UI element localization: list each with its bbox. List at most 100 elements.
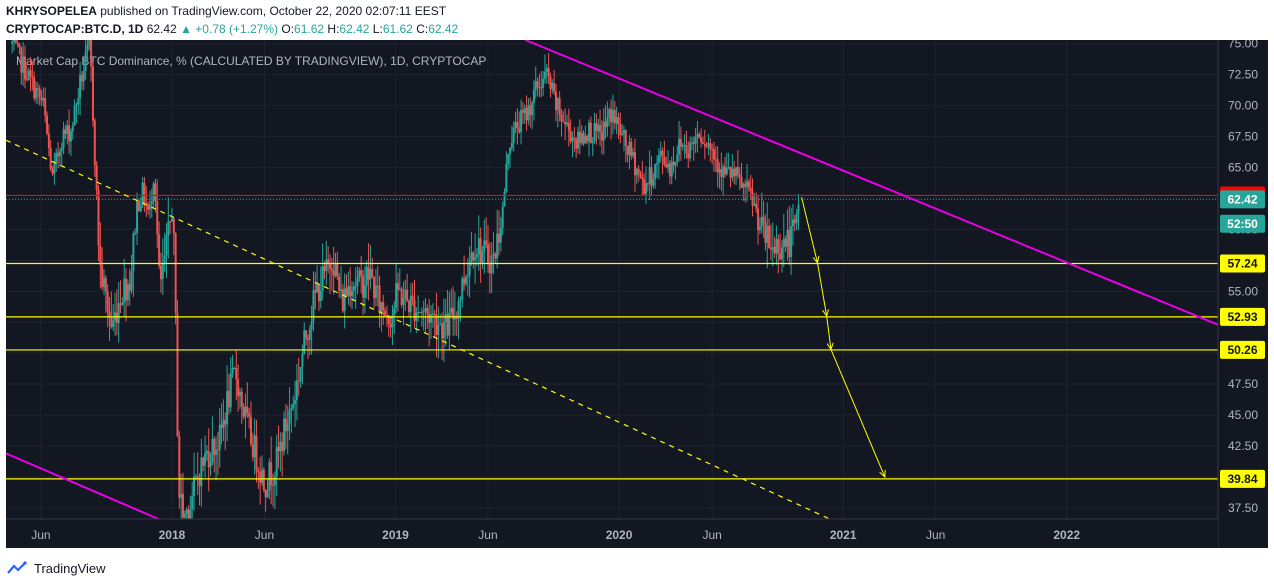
candle bbox=[492, 232, 495, 274]
candle bbox=[744, 179, 747, 203]
candle bbox=[545, 63, 548, 84]
candle bbox=[670, 156, 673, 185]
projection-arrows[interactable] bbox=[801, 197, 886, 478]
candle bbox=[134, 228, 137, 236]
tradingview-logo-icon[interactable] bbox=[6, 561, 28, 575]
candle bbox=[483, 219, 486, 274]
candle bbox=[551, 79, 554, 94]
candle bbox=[227, 373, 230, 415]
candle bbox=[49, 140, 52, 171]
price-chart[interactable]: Market Cap BTC Dominance, % (CALCULATED … bbox=[6, 40, 1268, 548]
svg-text:39.84: 39.84 bbox=[1227, 472, 1257, 486]
candle bbox=[292, 395, 295, 411]
candle bbox=[608, 107, 611, 126]
candle bbox=[628, 134, 631, 170]
candle bbox=[696, 121, 699, 153]
candle bbox=[560, 108, 563, 137]
candle bbox=[279, 432, 282, 472]
candle bbox=[75, 102, 78, 124]
candle bbox=[58, 147, 61, 168]
candle bbox=[84, 40, 87, 80]
time-axis[interactable]: Jun 2018 Jun 2019 Jun 2020 Jun 2021 Jun 2022 bbox=[6, 518, 1218, 548]
price-axis[interactable]: 75.0072.5070.0067.5065.0062.5060.0057.50… bbox=[1217, 40, 1268, 548]
candle bbox=[393, 301, 396, 334]
candle bbox=[626, 145, 629, 163]
candle bbox=[77, 87, 80, 115]
brand-name[interactable]: TradingView bbox=[34, 560, 106, 576]
candle bbox=[736, 149, 739, 179]
candle bbox=[224, 412, 227, 451]
candle bbox=[687, 141, 690, 169]
candle bbox=[459, 296, 462, 323]
candle bbox=[193, 452, 196, 511]
candle bbox=[231, 354, 234, 378]
candle bbox=[543, 54, 546, 84]
candle bbox=[641, 160, 644, 197]
candle bbox=[248, 407, 251, 429]
candle bbox=[126, 279, 129, 307]
y-tick-label: 45.00 bbox=[1228, 408, 1258, 422]
y-tick-label: 70.00 bbox=[1228, 99, 1258, 113]
candle bbox=[514, 111, 517, 134]
candle bbox=[477, 215, 480, 271]
candle bbox=[270, 436, 273, 505]
candle bbox=[499, 217, 502, 252]
candle bbox=[244, 393, 247, 439]
candle bbox=[363, 265, 366, 314]
candle bbox=[580, 125, 583, 146]
candle bbox=[679, 126, 682, 162]
candle bbox=[194, 473, 197, 481]
candle bbox=[286, 405, 289, 455]
candle bbox=[349, 267, 352, 307]
candle bbox=[22, 42, 25, 86]
x-tick-label: Jun bbox=[478, 528, 497, 542]
candle bbox=[419, 311, 422, 314]
candle bbox=[33, 71, 36, 101]
candle bbox=[334, 252, 337, 278]
candle bbox=[174, 232, 177, 325]
candle bbox=[586, 134, 589, 144]
candle bbox=[167, 197, 170, 259]
candle bbox=[371, 257, 374, 279]
candle bbox=[448, 291, 451, 351]
candle bbox=[125, 268, 128, 322]
candle bbox=[294, 380, 297, 427]
candle bbox=[698, 132, 701, 139]
symbol-name[interactable]: CRYPTOCAP:BTC.D, 1D bbox=[6, 22, 144, 36]
x-tick-label: 2020 bbox=[606, 528, 633, 542]
candle bbox=[510, 125, 513, 151]
trendlines[interactable] bbox=[6, 40, 1219, 520]
candle bbox=[757, 195, 760, 245]
x-tick-label: 2022 bbox=[1053, 528, 1080, 542]
high-value: 62.42 bbox=[339, 22, 370, 36]
horizontal-levels[interactable] bbox=[6, 194, 1218, 480]
candle bbox=[676, 145, 679, 167]
candle bbox=[314, 272, 317, 310]
candle bbox=[738, 166, 741, 191]
candle bbox=[433, 310, 436, 337]
candle bbox=[347, 271, 350, 305]
candle bbox=[711, 143, 714, 165]
candle bbox=[407, 299, 410, 317]
candle bbox=[299, 366, 302, 388]
candle bbox=[536, 77, 539, 97]
chart-title: Market Cap BTC Dominance, % (CALCULATED … bbox=[16, 54, 486, 68]
candle bbox=[205, 445, 208, 461]
candle bbox=[216, 432, 219, 476]
candle bbox=[38, 84, 41, 106]
candle bbox=[622, 125, 625, 152]
candle bbox=[150, 188, 153, 218]
candle bbox=[613, 100, 616, 130]
candle bbox=[532, 80, 535, 121]
candle bbox=[176, 299, 179, 438]
candle bbox=[213, 436, 216, 473]
candle bbox=[209, 452, 212, 476]
candle bbox=[102, 269, 105, 296]
author-name[interactable]: KHRYSOPELEA bbox=[6, 4, 97, 18]
candle bbox=[569, 119, 572, 144]
candle bbox=[729, 166, 732, 188]
candle bbox=[40, 89, 43, 106]
candle bbox=[452, 286, 455, 337]
candle bbox=[764, 214, 767, 251]
candle bbox=[521, 101, 524, 125]
